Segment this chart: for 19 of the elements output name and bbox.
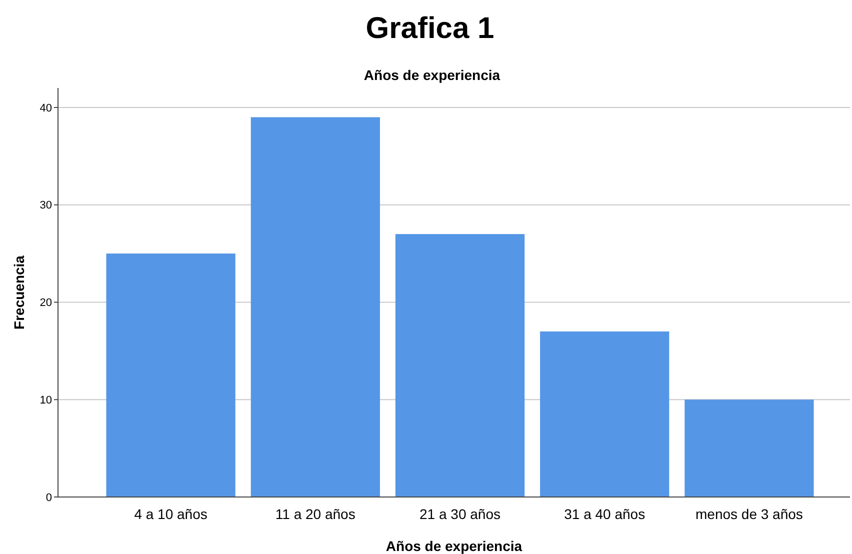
y-axis-title: Frecuencia [11,255,27,330]
bar [250,117,380,497]
x-tick-label: 31 a 40 años [564,506,646,522]
y-tick-label: 20 [40,297,52,310]
chart-subtitle: Años de experiencia [364,67,500,83]
bar [106,254,236,497]
bar [540,331,670,497]
x-tick-label: 21 a 30 años [420,506,500,522]
x-tick-label: 4 a 10 años [134,506,208,522]
x-axis-title: Años de experiencia [386,538,522,554]
bar [395,234,525,497]
x-tick-label: 11 a 20 años [275,506,356,522]
y-tick-label: 10 [40,394,52,406]
x-tick-label: menos de 3 años [696,506,803,522]
chart-title: Grafica 1 [366,12,494,45]
y-tick-label: 0 [46,492,52,504]
y-tick-label: 30 [40,200,52,212]
bar [684,400,814,497]
y-tick-label: 40 [40,102,52,114]
